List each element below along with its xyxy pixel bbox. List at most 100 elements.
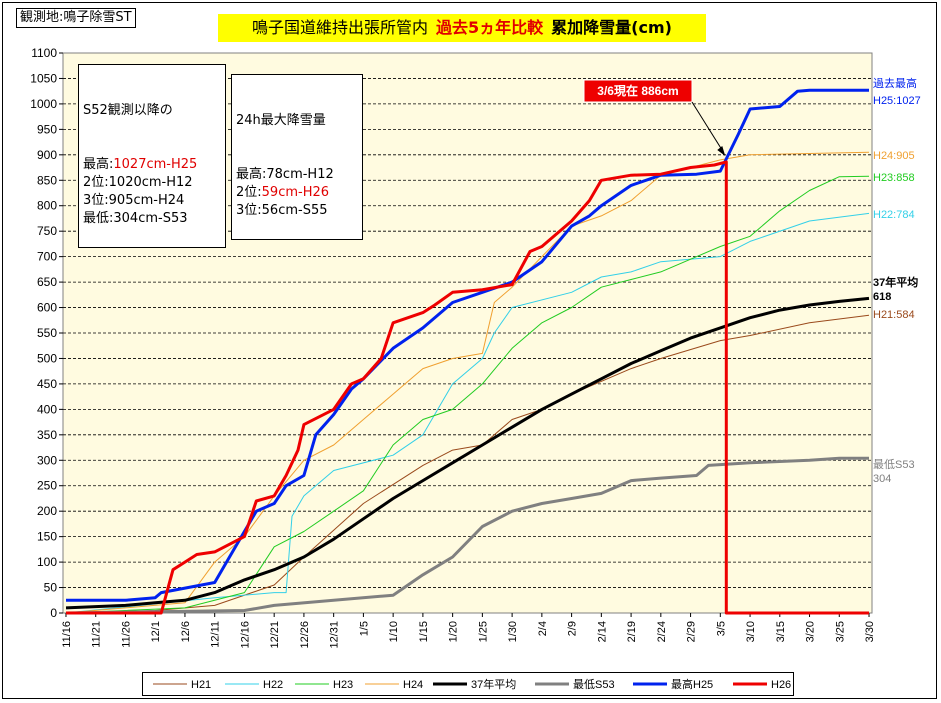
legend-label: H21 [191, 679, 211, 691]
record-info-value: 1027cm-H25 [113, 157, 198, 172]
series-end-label: 過去最高 [873, 76, 917, 90]
series-end-label: 最低S53 [873, 458, 915, 471]
x-tick-label: 11/21 [91, 621, 103, 648]
legend-label: 最高H25 [671, 677, 713, 691]
record-info-row: 3位:905cm-H24 [83, 192, 221, 210]
title-office: 鳴子国道維持出張所管内 [252, 18, 429, 37]
legend-label: H23 [333, 679, 353, 691]
y-tick-label: 800 [37, 199, 57, 213]
x-tick-label: 1/5 [358, 621, 370, 636]
callout-box [583, 79, 693, 103]
daily-max-heading: 24h最大降雪量 [236, 113, 326, 128]
x-tick-label: 12/11 [210, 621, 222, 648]
x-tick-label: 11/16 [61, 621, 73, 648]
callout-arrow [691, 101, 724, 153]
series-end-label: H25:1027 [873, 95, 921, 107]
x-tick-label: 2/9 [567, 621, 579, 636]
x-tick-label: 11/26 [120, 621, 132, 648]
series-end-label: H22:784 [873, 209, 915, 221]
series-end-label: H21:584 [873, 309, 915, 321]
x-tick-label: 2/24 [656, 621, 668, 642]
x-tick-label: 12/1 [150, 621, 162, 642]
record-info-rank-label: 2位: [83, 175, 109, 190]
legend-label: H26 [771, 679, 791, 691]
callout-text: 3/6現在 886cm [597, 83, 678, 98]
y-tick-label: 1050 [30, 71, 57, 85]
legend-label: H24 [403, 679, 423, 691]
x-tick-label: 3/20 [805, 621, 817, 642]
callout-arrowhead [717, 145, 726, 156]
x-tick-label: 3/15 [775, 621, 787, 642]
chart-title: 鳴子国道維持出張所管内 過去5ヵ年比較 累加降雪量(cm) [218, 14, 706, 42]
daily-max-value: 56cm-S55 [261, 203, 328, 218]
x-tick-label: 3/30 [864, 621, 876, 642]
daily-max-value: 59cm-H26 [261, 185, 330, 200]
title-measure: 累加降雪量(cm) [551, 18, 672, 37]
y-tick-label: 350 [37, 428, 57, 442]
record-info-rank-label: 最低: [83, 211, 114, 226]
series-end-label: H24:905 [873, 150, 915, 162]
record-info-value: 304cm-S53 [113, 211, 188, 226]
y-tick-label: 150 [37, 530, 57, 544]
station-label: 観測地:鳴子除雪ST [16, 8, 136, 28]
series-line-37年平均 [65, 296, 870, 610]
x-tick-label: 1/25 [477, 621, 489, 642]
record-info-box: S52観測以降の 最高:1027cm-H25 2位:1020cm-H12 3位:90… [78, 64, 226, 248]
series-line-最高H25 [66, 88, 869, 602]
series-end-label: H23:858 [873, 172, 915, 184]
x-tick-label: 3/25 [834, 621, 846, 642]
y-tick-label: 300 [37, 453, 57, 467]
record-info-value: 1020cm-H12 [108, 175, 193, 190]
series-line-H26 [66, 160, 869, 615]
y-tick-label: 650 [37, 275, 57, 289]
series-line-H22 [65, 212, 870, 614]
x-tick-label: 2/19 [626, 621, 638, 642]
x-tick-label: 2/4 [537, 621, 549, 636]
legend-label: 最低S53 [573, 678, 615, 691]
x-tick-label: 1/15 [418, 621, 430, 642]
daily-max-row: 2位:59cm-H26 [236, 184, 358, 202]
x-tick-label: 1/30 [507, 621, 519, 642]
y-tick-label: 900 [37, 148, 57, 162]
x-tick-label: 12/16 [239, 621, 251, 649]
x-tick-label: 2/14 [596, 621, 608, 642]
y-tick-label: 250 [37, 479, 57, 493]
legend-label: H22 [263, 679, 283, 691]
series-end-label: 37年平均 [873, 275, 918, 289]
daily-max-info-box: 24h最大降雪量 最高:78cm-H12 2位:59cm-H26 3位:56cm-S… [231, 74, 363, 240]
series-line-H23 [65, 175, 870, 614]
x-tick-label: 12/26 [299, 621, 311, 649]
x-tick-label: 1/10 [388, 621, 400, 642]
y-tick-label: 600 [37, 301, 57, 315]
series-line-最低S53 [65, 456, 869, 615]
y-tick-label: 450 [37, 377, 57, 391]
daily-max-rank-label: 最高: [236, 167, 267, 182]
x-tick-label: 3/10 [745, 621, 757, 642]
y-tick-label: 700 [37, 250, 57, 264]
series-end-label: 304 [873, 473, 891, 485]
record-info-row: 最低:304cm-S53 [83, 210, 221, 228]
legend-items: H21 H22 H23 H24 37年平均 最低S53 最高H25 H26 [153, 677, 791, 691]
chart-legend: H21 H22 H23 H24 37年平均 最低S53 最高H25 H26 [142, 672, 794, 696]
y-tick-label: 0 [50, 606, 57, 620]
x-tick-label: 2/29 [686, 621, 698, 642]
record-info-row: 最高:1027cm-H25 [83, 156, 221, 174]
record-info-row: 2位:1020cm-H12 [83, 174, 221, 192]
daily-max-rank-label: 2位: [236, 185, 262, 200]
record-info-heading: S52観測以降の [83, 103, 173, 118]
y-tick-label: 850 [37, 173, 57, 187]
y-tick-label: 1100 [31, 46, 57, 60]
x-tick-label: 1/20 [448, 621, 460, 642]
y-tick-label: 400 [37, 402, 57, 416]
x-tick-label: 12/31 [329, 621, 341, 649]
y-tick-label: 950 [37, 122, 57, 136]
daily-max-row: 3位:56cm-S55 [236, 202, 358, 220]
y-tick-label: 1000 [30, 97, 57, 111]
y-tick-label: 200 [37, 504, 57, 518]
record-info-rank-label: 最高: [83, 157, 114, 172]
daily-max-rank-label: 3位: [236, 203, 262, 218]
daily-max-value: 78cm-H12 [266, 167, 334, 182]
y-tick-label: 750 [37, 224, 57, 238]
series-end-label: 618 [873, 291, 891, 303]
